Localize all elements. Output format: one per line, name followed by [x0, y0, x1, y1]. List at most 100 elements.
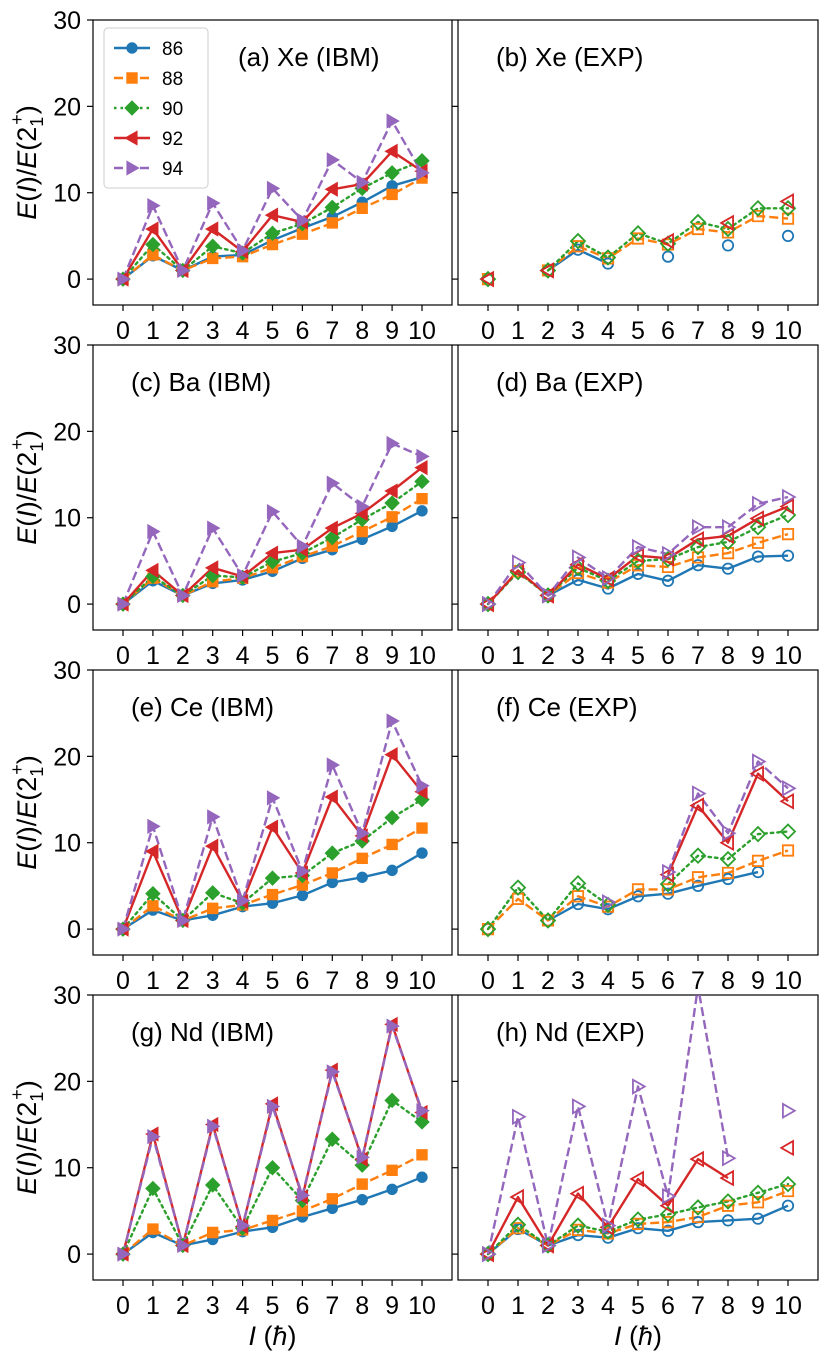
x-tick-label: 2: [176, 642, 190, 670]
data-point-94: [386, 1018, 400, 1034]
series-line-88: [122, 826, 423, 931]
data-point-90: [569, 1217, 587, 1234]
data-point-94: [782, 488, 797, 506]
data-point-86: [416, 1171, 428, 1183]
data-point-88: [691, 222, 705, 236]
data-point-88: [147, 1223, 159, 1235]
x-tick-label: 8: [721, 967, 735, 995]
data-point-86: [356, 1193, 368, 1206]
data-point-90: [384, 1092, 400, 1109]
data-point-94: [117, 596, 131, 612]
panel-8: 0 1 2 3 4 5 6 7 8 9 10 (h) Nd (EXP): [452, 994, 819, 1320]
data-point-86: [661, 1224, 675, 1237]
data-point-92: [749, 765, 764, 782]
panel-title: (a) Xe (IBM): [238, 42, 380, 72]
data-point-90: [204, 238, 221, 255]
x-tick-label: 6: [661, 1292, 675, 1320]
x-tick-label: 10: [774, 642, 802, 670]
data-point-92: [264, 207, 279, 223]
data-point-90: [264, 1160, 281, 1176]
data-point-94: [662, 1187, 677, 1205]
panel-title: (g) Nd (IBM): [131, 1017, 274, 1047]
x-tick-label: 2: [541, 1292, 555, 1320]
data-point-86: [661, 250, 675, 263]
data-point-88: [356, 525, 368, 538]
data-point-92: [719, 1169, 734, 1187]
y-axis-title: E(I)/E(21+): [7, 430, 47, 545]
x-tick-label: 10: [408, 967, 436, 995]
data-point-90: [145, 236, 161, 253]
plot-area: [115, 713, 430, 937]
panel-title: (f) Ce (EXP): [496, 692, 638, 722]
data-point-94: [542, 587, 557, 604]
x-tick-label: 2: [541, 317, 555, 345]
data-point-94: [416, 448, 430, 465]
data-point-92: [659, 1197, 674, 1215]
data-point-92: [264, 819, 279, 835]
data-point-94: [662, 863, 677, 881]
data-point-86: [326, 1202, 338, 1215]
data-point-90: [599, 249, 617, 266]
x-tick-label: 0: [116, 1292, 130, 1320]
x-axis-title: I (ħ): [614, 1321, 662, 1351]
panel-4: 0 1 2 3 4 5 6 7 8 9 10 (d) Ba (EXP): [452, 344, 819, 670]
data-point-88: [386, 838, 398, 851]
x-tick-label: 9: [385, 967, 399, 995]
x-tick-label: 6: [295, 967, 309, 995]
data-point-92: [629, 1170, 644, 1188]
data-point-94: [266, 790, 281, 806]
x-tick-label: 4: [236, 1292, 250, 1320]
data-point-90: [779, 823, 797, 840]
series-line-92: [666, 772, 789, 876]
data-point-90: [384, 495, 400, 511]
data-point-92: [384, 483, 398, 499]
y-axis-title: E(I)/E(21+): [7, 755, 47, 870]
x-tick-label: 9: [385, 317, 399, 345]
data-point-94: [147, 523, 161, 540]
data-point-86: [416, 847, 428, 859]
data-point-92: [659, 866, 674, 883]
data-point-92: [384, 143, 398, 159]
x-tick-label: 0: [481, 1292, 495, 1320]
data-point-92: [264, 545, 279, 561]
x-tick-label: 5: [266, 642, 280, 670]
x-tick-label: 4: [236, 317, 250, 345]
data-point-94: [326, 1064, 341, 1080]
data-point-92: [779, 1139, 794, 1157]
data-point-94: [632, 1078, 647, 1095]
series-line-90: [121, 798, 424, 931]
x-tick-label: 7: [691, 967, 705, 995]
x-tick-label: 5: [266, 967, 280, 995]
data-point-94: [237, 242, 251, 259]
data-point-94: [117, 271, 131, 287]
x-tick-label: 3: [206, 317, 220, 345]
y-tick-label: 0: [67, 916, 81, 944]
data-point-90: [324, 199, 341, 216]
data-point-92: [719, 834, 734, 852]
data-point-90: [779, 1175, 797, 1193]
data-point-94: [416, 1103, 430, 1119]
data-point-94: [692, 785, 707, 802]
data-point-94: [147, 198, 161, 214]
data-point-94: [356, 825, 370, 841]
x-tick-label: 4: [601, 642, 615, 670]
x-tick-label: 8: [355, 967, 369, 995]
data-point-88: [781, 528, 795, 541]
data-point-92: [145, 221, 159, 237]
data-point-86: [326, 876, 338, 889]
legend-label-86: 86: [162, 39, 183, 60]
data-point-94: [782, 1102, 797, 1120]
x-tick-label: 6: [661, 642, 675, 670]
data-point-94: [207, 520, 221, 536]
y-tick-label: 20: [53, 418, 81, 446]
data-point-94: [782, 780, 797, 797]
data-point-88: [691, 871, 705, 884]
data-point-88: [386, 511, 398, 523]
data-point-94: [296, 1187, 311, 1203]
data-point-92: [779, 792, 794, 810]
x-tick-label: 0: [481, 317, 495, 345]
data-point-94: [237, 1217, 251, 1234]
x-tick-label: 9: [385, 642, 399, 670]
data-point-88: [416, 493, 428, 505]
